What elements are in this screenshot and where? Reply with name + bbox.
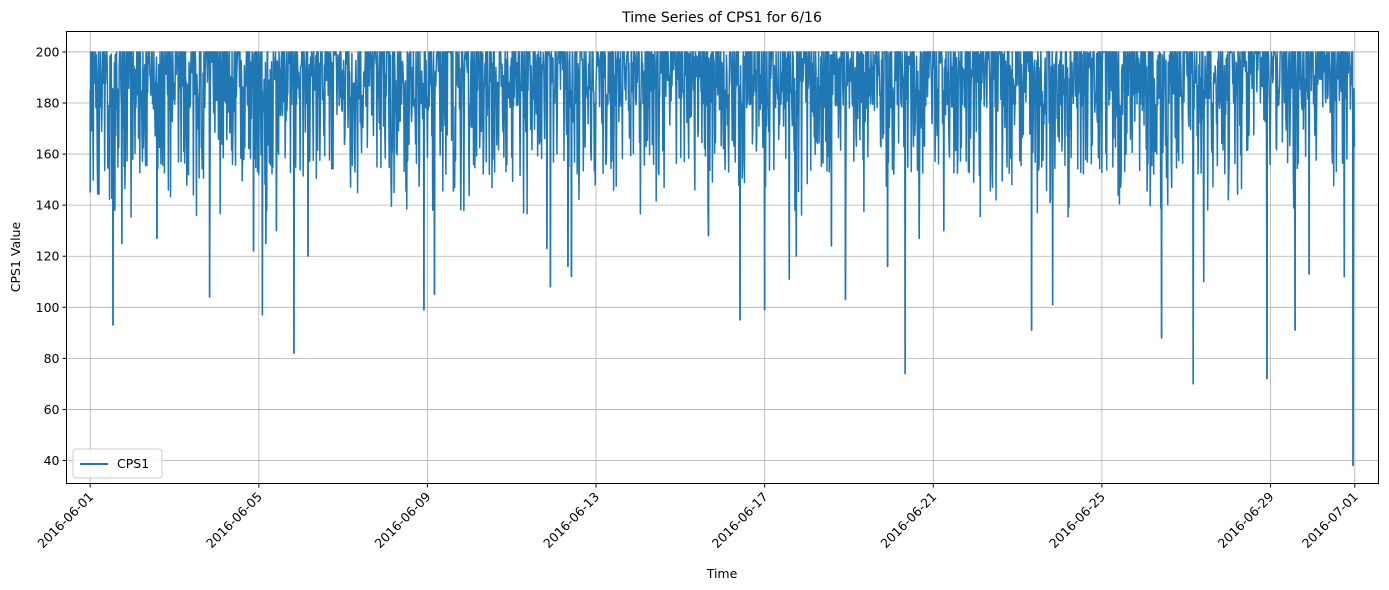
legend: CPS1 [72, 448, 163, 479]
y-axis-ticks: 40 60 80 100 120 140 160 180 200 [36, 44, 67, 468]
y-tick-label: 60 [44, 402, 60, 417]
x-tick-label: 2016-06-09 [372, 489, 434, 551]
series-group [89, 51, 1356, 467]
x-tick-label: 2016-06-05 [203, 489, 265, 551]
y-tick-label: 160 [36, 147, 60, 162]
x-axis-label: Time [706, 566, 738, 581]
chart-title: Time Series of CPS1 for 6/16 [621, 10, 822, 26]
x-axis-ticks: 2016-06-01 2016-06-05 2016-06-09 2016-06-13… [34, 483, 1361, 551]
y-tick-label: 100 [36, 300, 60, 315]
x-tick-label: 2016-06-21 [877, 489, 939, 551]
y-tick-label: 120 [36, 249, 60, 264]
x-tick-label: 2016-06-17 [709, 489, 771, 551]
y-tick-label: 180 [36, 96, 60, 111]
x-tick-label: 2016-06-13 [540, 489, 602, 551]
y-axis-label: CPS1 Value [8, 221, 23, 292]
x-tick-label: 2016-07-01 [1299, 489, 1361, 551]
x-tick-label: 2016-06-29 [1215, 489, 1277, 551]
y-tick-label: 140 [36, 198, 60, 213]
x-tick-label: 2016-06-25 [1046, 489, 1108, 551]
plot-area-frame [66, 31, 1379, 484]
y-tick-label: 80 [44, 351, 60, 366]
y-tick-label: 200 [36, 44, 60, 59]
legend-box [72, 448, 163, 479]
x-tick-label: 2016-06-01 [34, 489, 96, 551]
y-tick-label: 40 [44, 453, 60, 468]
legend-label-cps1: CPS1 [117, 456, 149, 471]
series-line-cps1 [89, 51, 1356, 467]
